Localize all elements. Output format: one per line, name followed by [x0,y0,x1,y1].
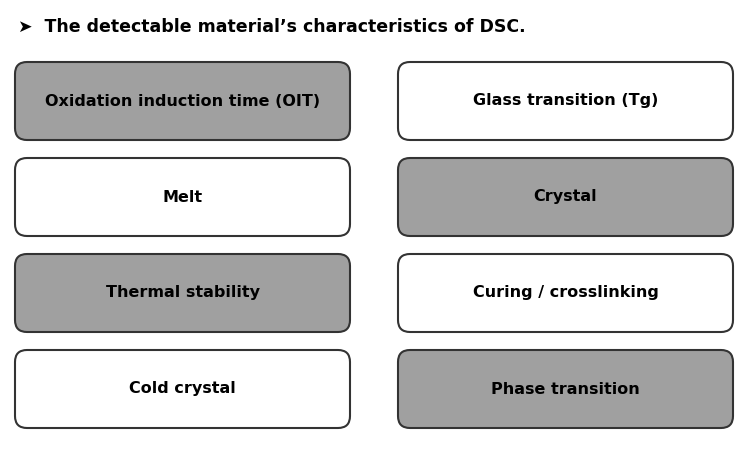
FancyBboxPatch shape [398,158,733,236]
Text: Oxidation induction time (OIT): Oxidation induction time (OIT) [45,93,320,109]
FancyBboxPatch shape [15,350,350,428]
FancyBboxPatch shape [15,158,350,236]
FancyBboxPatch shape [398,254,733,332]
FancyBboxPatch shape [398,350,733,428]
Text: Cold crystal: Cold crystal [129,382,236,397]
FancyBboxPatch shape [398,62,733,140]
Text: Melt: Melt [163,190,202,205]
Text: Curing / crosslinking: Curing / crosslinking [472,285,658,300]
Text: Thermal stability: Thermal stability [106,285,260,300]
FancyBboxPatch shape [15,254,350,332]
Text: ➤  The detectable material’s characteristics of DSC.: ➤ The detectable material’s characterist… [18,18,526,36]
Text: Glass transition (Tg): Glass transition (Tg) [472,93,658,109]
Text: Phase transition: Phase transition [491,382,640,397]
Text: Crystal: Crystal [534,190,597,205]
FancyBboxPatch shape [15,62,350,140]
